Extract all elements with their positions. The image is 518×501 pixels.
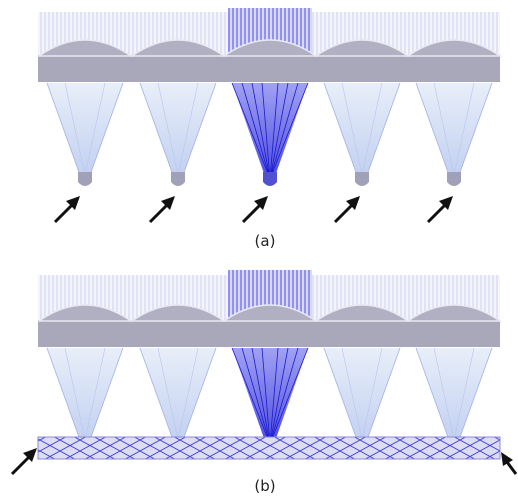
lens-substrate [38, 55, 500, 82]
figure: (a) (b) [0, 0, 518, 501]
focus-cones [47, 83, 492, 179]
waveguide-slab [38, 437, 500, 459]
panel-label: (a) [255, 232, 276, 250]
panel-a: (a) [38, 8, 500, 250]
panel-b: (b) [12, 270, 516, 495]
lens-substrate [38, 320, 500, 347]
panel-label: (b) [254, 477, 275, 495]
arrows [55, 196, 453, 222]
detectors [78, 172, 461, 186]
focus-cones [47, 348, 492, 444]
